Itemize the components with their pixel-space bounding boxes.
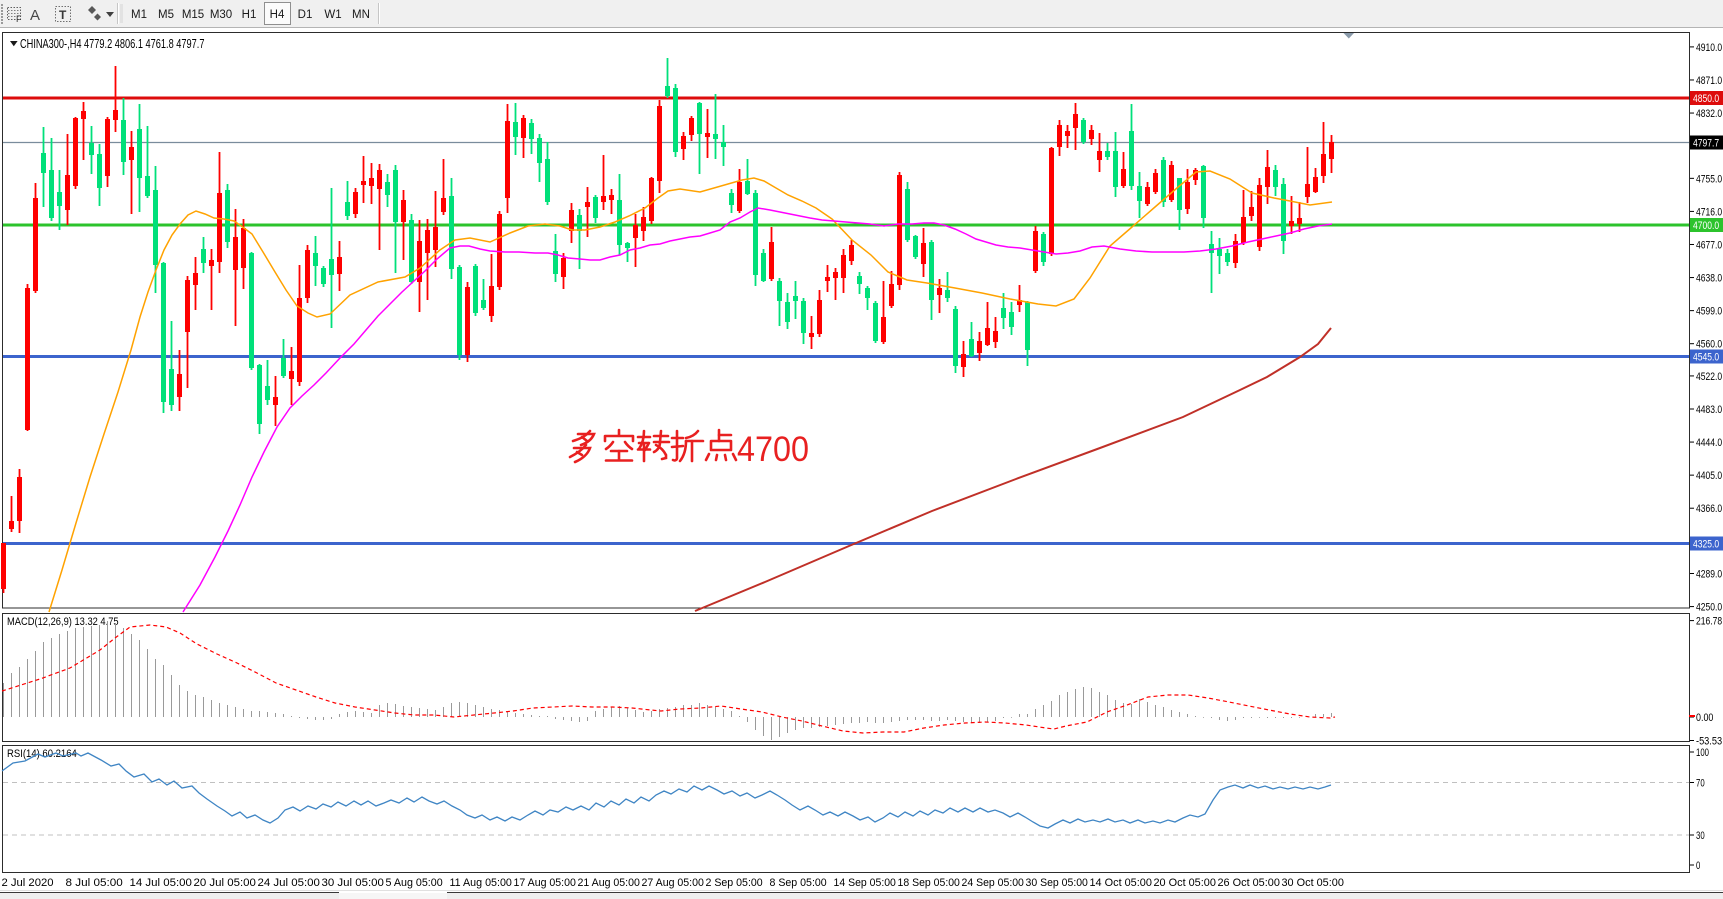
svg-text:-53.53: -53.53 [1696,736,1722,748]
svg-text:30 Sep 05:00: 30 Sep 05:00 [1026,877,1088,889]
svg-text:17 Aug 05:00: 17 Aug 05:00 [514,877,576,889]
svg-text:4755.0: 4755.0 [1696,173,1722,185]
svg-text:M15: M15 [182,9,204,21]
svg-text:4483.0: 4483.0 [1696,404,1722,416]
svg-text:MN: MN [352,9,370,21]
svg-text:4560.0: 4560.0 [1696,339,1722,351]
svg-text:70: 70 [1696,778,1705,790]
svg-text:4638.0: 4638.0 [1696,273,1722,285]
svg-text:4545.0: 4545.0 [1693,352,1719,364]
svg-text:30 Oct 05:00: 30 Oct 05:00 [1282,877,1344,889]
svg-text:H1: H1 [242,9,257,21]
svg-text:14 Jul 05:00: 14 Jul 05:00 [130,877,192,889]
svg-text:4366.0: 4366.0 [1696,503,1722,515]
svg-text:4716.0: 4716.0 [1696,206,1722,218]
svg-text:4250.0: 4250.0 [1696,602,1722,614]
svg-text:4677.0: 4677.0 [1696,239,1722,251]
svg-text:18 Sep 05:00: 18 Sep 05:00 [898,877,960,889]
svg-text:5 Aug 05:00: 5 Aug 05:00 [386,877,443,889]
svg-text:W1: W1 [324,9,341,21]
svg-text:RSI(14) 60.2164: RSI(14) 60.2164 [7,748,77,760]
svg-text:T: T [59,8,67,22]
svg-text:2 Jul 2020: 2 Jul 2020 [2,877,54,889]
svg-text:26 Oct 05:00: 26 Oct 05:00 [1218,877,1280,889]
svg-text:20 Jul 05:00: 20 Jul 05:00 [194,877,256,889]
svg-text:20 Oct 05:00: 20 Oct 05:00 [1154,877,1216,889]
svg-text:4700.0: 4700.0 [1693,220,1719,232]
svg-text:27 Aug 05:00: 27 Aug 05:00 [642,877,704,889]
svg-text:30 Jul 05:00: 30 Jul 05:00 [322,877,384,889]
svg-text:4289.0: 4289.0 [1696,569,1722,581]
svg-text:4522.0: 4522.0 [1696,371,1722,383]
svg-text:24 Sep 05:00: 24 Sep 05:00 [962,877,1024,889]
svg-text:A: A [30,7,40,24]
svg-text:F: F [16,14,22,24]
svg-text:4910.0: 4910.0 [1696,42,1722,54]
svg-text:CHINA300-,H4 4779.2 4806.1 47: CHINA300-,H4 4779.2 4806.1 4761.8 4797.7 [20,37,205,51]
svg-text:4405.0: 4405.0 [1696,470,1722,482]
svg-text:14 Oct 05:00: 14 Oct 05:00 [1090,877,1152,889]
svg-text:2 Sep 05:00: 2 Sep 05:00 [706,877,763,889]
svg-text:30: 30 [1696,830,1705,842]
svg-text:0.00: 0.00 [1696,712,1713,724]
svg-text:4797.7: 4797.7 [1693,138,1719,150]
svg-text:MACD(12,26,9) 13.32 4.75: MACD(12,26,9) 13.32 4.75 [7,616,119,628]
svg-text:D1: D1 [298,9,313,21]
svg-text:4832.0: 4832.0 [1696,108,1722,120]
svg-text:11 Aug 05:00: 11 Aug 05:00 [450,877,512,889]
svg-text:4599.0: 4599.0 [1696,306,1722,318]
svg-text:4700: 4700 [737,430,809,469]
svg-text:M1: M1 [131,9,147,21]
svg-text:M30: M30 [210,9,232,21]
svg-text:4444.0: 4444.0 [1696,437,1722,449]
svg-text:4325.0: 4325.0 [1693,539,1719,551]
svg-text:0: 0 [1696,860,1700,872]
svg-text:4871.0: 4871.0 [1696,75,1722,87]
svg-text:100: 100 [1696,747,1709,759]
svg-text:216.78: 216.78 [1696,616,1722,628]
svg-text:21 Aug 05:00: 21 Aug 05:00 [578,877,640,889]
svg-text:14 Sep 05:00: 14 Sep 05:00 [834,877,896,889]
svg-text:8 Sep 05:00: 8 Sep 05:00 [770,877,827,889]
svg-text:M5: M5 [158,9,174,21]
svg-text:H4: H4 [270,9,285,21]
svg-text:4850.0: 4850.0 [1693,93,1719,105]
svg-text:24 Jul 05:00: 24 Jul 05:00 [258,877,320,889]
svg-text:8 Jul 05:00: 8 Jul 05:00 [66,877,123,889]
